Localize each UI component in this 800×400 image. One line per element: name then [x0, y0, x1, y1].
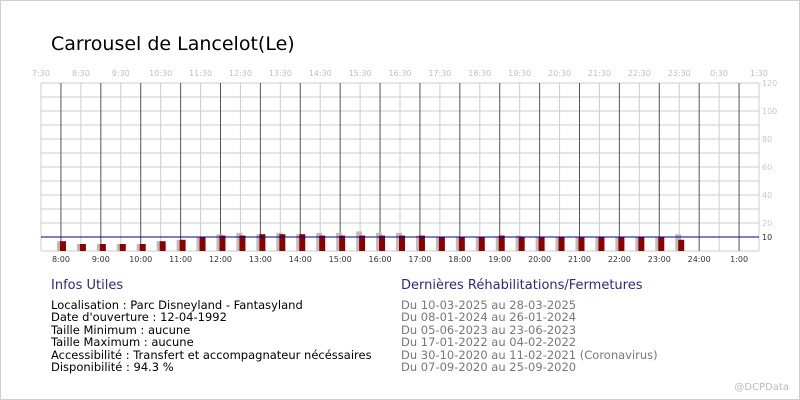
bar-dark — [658, 237, 665, 251]
x-bottom-tick-label: 21:00 — [568, 255, 591, 264]
bar-dark — [339, 235, 346, 251]
bar-dark — [119, 244, 126, 251]
x-top-tick-label: 1:30 — [750, 69, 768, 78]
bar-dark — [159, 241, 166, 251]
x-bottom-tick-label: 9:00 — [92, 255, 110, 264]
x-top-tick-label: 16:30 — [388, 69, 411, 78]
x-top-tick-label: 11:30 — [189, 69, 212, 78]
y-tick-label: 40 — [762, 191, 772, 200]
x-top-tick-label: 20:30 — [548, 69, 571, 78]
bar-dark — [179, 239, 186, 251]
x-bottom-tick-label: 23:00 — [648, 255, 671, 264]
bar-dark — [618, 237, 625, 251]
x-bottom-tick-label: 15:00 — [329, 255, 352, 264]
x-top-tick-label: 18:30 — [468, 69, 491, 78]
info-line: Date d'ouverture : 12-04-1992 — [51, 310, 227, 325]
rehab-heading: Dernières Réhabilitations/Fermetures — [401, 278, 643, 293]
x-top-tick-label: 19:30 — [508, 69, 531, 78]
rehab-line: Du 30-10-2020 au 11-02-2021 (Coronavirus… — [401, 347, 658, 362]
x-top-tick-label: 0:30 — [710, 69, 728, 78]
x-top-tick-label: 23:30 — [668, 69, 691, 78]
bar-dark — [239, 235, 246, 251]
bar-dark — [199, 237, 206, 251]
bar-dark — [478, 237, 485, 251]
x-top-tick-label: 21:30 — [588, 69, 611, 78]
y-tick-label: 20 — [762, 219, 772, 228]
x-bottom-tick-label: 19:00 — [488, 255, 511, 264]
x-bottom-tick-label: 13:00 — [249, 255, 272, 264]
y-tick-label: 120 — [762, 79, 777, 88]
x-top-tick-label: 22:30 — [628, 69, 651, 78]
rehab-line: Du 07-09-2020 au 25-09-2020 — [401, 360, 577, 375]
y-tick-label: 10 — [762, 233, 772, 242]
wait-time-chart: 10 20 40 60 80 100 120 7:30 8:30 9:30 10:30 11:30 12… — [32, 69, 777, 264]
x-bottom-tick-label: 20:00 — [528, 255, 551, 264]
bar-dark — [379, 235, 386, 251]
info-list: Localisation : Parc Disneyland - Fantasy… — [51, 298, 372, 375]
info-line: Taille Maximum : aucune — [51, 335, 194, 350]
bar-dark — [219, 235, 226, 251]
bar-dark — [79, 244, 86, 251]
bar-dark — [319, 235, 326, 251]
x-bottom-tick-label: 11:00 — [169, 255, 192, 264]
bar-dark — [418, 235, 425, 251]
bar-dark — [638, 237, 645, 251]
bar-dark — [598, 237, 605, 251]
x-bottom-tick-label: 14:00 — [289, 255, 312, 264]
bar-dark — [399, 235, 405, 251]
rehab-line: Du 05-06-2023 au 23-06-2023 — [401, 322, 577, 337]
info-line: Taille Minimum : aucune — [51, 322, 191, 337]
y-tick-label: 60 — [762, 163, 772, 172]
x-bottom-tick-label: 12:00 — [209, 255, 232, 264]
bar-dark — [259, 234, 266, 251]
bar-dark — [578, 237, 585, 251]
rehab-line: Du 10-03-2025 au 28-03-2025 — [401, 298, 577, 312]
info-heading: Infos Utiles — [51, 278, 124, 293]
bar-dark — [458, 237, 465, 251]
x-top-tick-label: 10:30 — [149, 69, 172, 78]
x-top-tick-label: 8:30 — [72, 69, 90, 78]
x-bottom-tick-label: 10:00 — [129, 255, 152, 264]
x-bottom-tick-label: 18:00 — [448, 255, 471, 264]
rehab-line: Du 08-01-2024 au 26-01-2024 — [401, 310, 577, 325]
x-top-tick-label: 17:30 — [428, 69, 451, 78]
bar-dark — [299, 234, 306, 251]
x-top-tick-label: 13:30 — [269, 69, 292, 78]
rehab-line: Du 17-01-2022 au 04-02-2022 — [401, 335, 577, 350]
credit-label: @DCPData — [734, 382, 789, 393]
bar-dark — [438, 237, 445, 251]
chart-title: Carrousel de Lancelot(Le) — [51, 33, 295, 55]
rehab-list: Du 10-03-2025 au 28-03-2025 Du 08-01-2024… — [401, 298, 658, 375]
bar-dark — [678, 239, 685, 251]
y-tick-label: 100 — [762, 107, 777, 116]
info-line: Localisation : Parc Disneyland - Fantasy… — [51, 298, 303, 312]
bar-dark — [139, 244, 146, 251]
y-tick-label: 80 — [762, 135, 772, 144]
bar-dark — [558, 237, 565, 251]
bar-dark — [99, 244, 106, 251]
x-top-tick-label: 14:30 — [309, 69, 332, 78]
bar-dark — [59, 241, 66, 251]
x-bottom-tick-label: 24:00 — [688, 255, 711, 264]
x-bottom-tick-label: 22:00 — [608, 255, 631, 264]
info-line: Accessibilité : Transfert et accompagnat… — [51, 347, 372, 362]
info-line: Disponibilité : 94.3 % — [51, 360, 174, 375]
x-bottom-tick-label: 8:00 — [52, 255, 70, 264]
bar-dark — [279, 234, 286, 251]
x-bottom-tick-label: 1:00 — [730, 255, 748, 264]
x-bottom-tick-label: 16:00 — [369, 255, 392, 264]
bar-dark — [498, 235, 505, 251]
x-top-tick-label: 9:30 — [112, 69, 130, 78]
x-top-tick-label: 7:30 — [32, 69, 50, 78]
bar-dark — [518, 237, 525, 251]
x-top-tick-label: 12:30 — [229, 69, 252, 78]
x-bottom-tick-label: 17:00 — [408, 255, 431, 264]
x-top-tick-label: 15:30 — [349, 69, 372, 78]
bar-dark — [359, 235, 366, 251]
bar-dark — [538, 237, 545, 251]
